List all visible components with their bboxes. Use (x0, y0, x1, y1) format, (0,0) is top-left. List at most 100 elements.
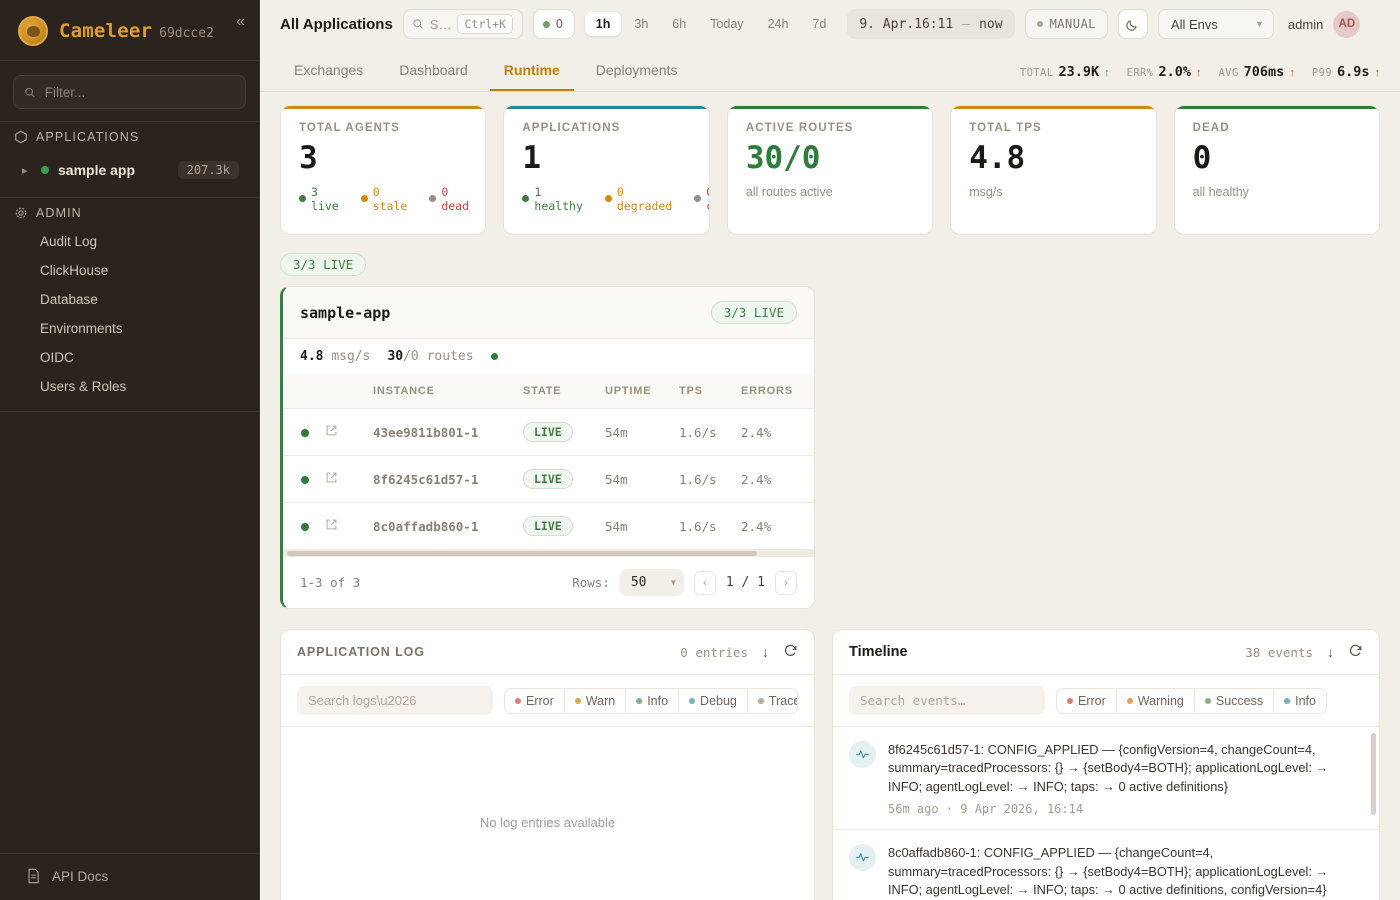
chevron-right-icon[interactable]: ▸ (22, 164, 28, 177)
timeline-search[interactable] (849, 686, 1045, 715)
refresh-icon[interactable] (783, 643, 798, 661)
col-uptime[interactable]: UPTIME (599, 374, 673, 409)
sidebar-filter-input[interactable] (44, 84, 235, 100)
log-level-warn[interactable]: Warn (565, 688, 627, 713)
col-state[interactable]: STATE (517, 374, 599, 409)
instances-table: INSTANCE STATE UPTIME TPS ERRORS H (283, 374, 814, 550)
environment-select[interactable]: All Envs ▼ (1157, 9, 1274, 39)
metric-p99: P99 6.9s ↑ (1312, 64, 1380, 80)
list-item[interactable]: 8c0affadb860-1: CONFIG_APPLIED — {change… (833, 830, 1379, 900)
range-today[interactable]: Today (699, 12, 754, 36)
external-link-icon[interactable] (325, 424, 338, 437)
sidebar-item-audit-log[interactable]: Audit Log (40, 234, 98, 249)
timeline-search-input[interactable] (860, 693, 1034, 708)
log-level-debug[interactable]: Debug (679, 688, 748, 713)
legend-text: criti (706, 199, 709, 213)
theme-toggle-button[interactable] (1117, 9, 1148, 39)
metric-total-label: TOTAL (1019, 67, 1054, 79)
search-icon (25, 87, 35, 97)
cell-tps: 1.6/s (673, 502, 735, 550)
brand[interactable]: Cameleer 69dcce2 « (0, 0, 259, 60)
log-level-trace[interactable]: Trace (748, 689, 797, 713)
kpi-value: 3 (299, 140, 318, 176)
application-log-filters: Error Warn Info Debug Trace (281, 675, 814, 727)
kpi-subtitle: msg/s (969, 185, 1003, 200)
kpi-accent-bar (504, 106, 709, 109)
global-search[interactable]: S… Ctrl+K (402, 9, 523, 39)
sidebar-item-users-roles[interactable]: Users & Roles (40, 379, 127, 394)
range-7d[interactable]: 7d (801, 12, 837, 36)
absolute-time-range[interactable]: 9. Apr.16:11 – now (847, 9, 1015, 39)
range-from: 9. Apr.16:11 (859, 16, 954, 32)
table-horizontal-scrollbar[interactable] (283, 550, 814, 557)
refresh-mode-button[interactable]: MANUAL (1024, 9, 1108, 39)
timeline-events[interactable]: 8f6245c61d57-1: CONFIG_APPLIED — {config… (833, 727, 1379, 900)
table-row[interactable]: 8c0affadb860-1 LIVE 54m 1.6/s 2.4% 4 (283, 502, 814, 550)
application-name: sample-app (300, 303, 391, 322)
col-instance[interactable]: INSTANCE (367, 374, 517, 409)
tab-exchanges[interactable]: Exchanges (294, 62, 364, 78)
table-row[interactable]: 43ee9811b801-1 LIVE 54m 1.6/s 2.4% 1 (283, 408, 814, 456)
moon-icon (1126, 19, 1138, 31)
legend-num: 0 (706, 185, 709, 199)
divider (0, 411, 259, 412)
col-tps[interactable]: TPS (673, 374, 735, 409)
timeline-scrollbar[interactable] (1371, 733, 1376, 815)
chevron-double-left-icon[interactable]: « (236, 13, 245, 30)
timeline-level-info[interactable]: Info (1274, 689, 1326, 713)
range-separator: – (962, 16, 971, 32)
cell-state: LIVE (523, 516, 573, 536)
search-icon (413, 19, 423, 29)
arrow-down-icon[interactable]: ↓ (1327, 644, 1334, 660)
rows-per-page-value: 50 (630, 575, 647, 590)
sidebar-item-api-docs[interactable]: API Docs (0, 854, 259, 900)
col-errors[interactable]: ERRORS (735, 374, 814, 409)
application-status-dot (490, 353, 498, 360)
log-search-input[interactable] (308, 693, 482, 708)
sidebar-item-database[interactable]: Database (40, 292, 98, 307)
sidebar-item-oidc[interactable]: OIDC (40, 350, 74, 365)
tab-dashboard[interactable]: Dashboard (399, 62, 468, 78)
legend-num: 0 (372, 185, 380, 200)
log-search[interactable] (297, 686, 493, 715)
prev-page-button[interactable]: ‹ (693, 570, 716, 595)
arrow-down-icon[interactable]: ↓ (762, 644, 769, 660)
log-level-error[interactable]: Error (505, 688, 565, 713)
activity-icon (849, 844, 876, 872)
refresh-icon[interactable] (1348, 643, 1363, 661)
kpi-card-active-routes: ACTIVE ROUTES 30/0 all routes active (726, 105, 934, 235)
sidebar-item-sample-app[interactable]: ▸ sample app 207.3k (12, 155, 247, 185)
kpi-accent-bar (727, 106, 933, 109)
tab-deployments[interactable]: Deployments (595, 62, 678, 78)
status-dot (41, 166, 49, 174)
table-row[interactable]: 8f6245c61d57-1 LIVE 54m 1.6/s 2.4% 3 (283, 455, 814, 503)
time-range-group: 1h 3h 6h Today 24h 7d (584, 9, 838, 39)
instances-table-scroll[interactable]: INSTANCE STATE UPTIME TPS ERRORS H (283, 374, 814, 550)
rows-per-page-select[interactable]: 50 ▼ (619, 569, 684, 596)
range-3h[interactable]: 3h (623, 12, 659, 36)
log-level-info[interactable]: Info (626, 688, 680, 713)
avatar[interactable]: AD (1333, 10, 1361, 38)
log-level-filters: Error Warn Info Debug Trace (504, 687, 798, 714)
global-search-placeholder: S… (429, 16, 452, 32)
sidebar-item-clickhouse[interactable]: ClickHouse (40, 263, 109, 278)
application-tps: 4.8 msg/s (300, 349, 371, 364)
external-link-icon[interactable] (325, 471, 338, 484)
divider (0, 197, 259, 198)
application-log-header: APPLICATION LOG 0 entries ↓ (281, 630, 814, 675)
tab-runtime[interactable]: Runtime (489, 53, 574, 91)
timeline-level-success[interactable]: Success (1195, 688, 1275, 713)
sidebar-item-environments[interactable]: Environments (40, 321, 123, 336)
external-link-icon[interactable] (325, 518, 338, 531)
list-item[interactable]: 8f6245c61d57-1: CONFIG_APPLIED — {config… (833, 727, 1379, 831)
timeline-level-error[interactable]: Error (1057, 688, 1117, 713)
timeline-level-warning[interactable]: Warning (1117, 688, 1195, 713)
range-6h[interactable]: 6h (661, 12, 697, 36)
connection-status-pill[interactable]: O (532, 9, 575, 39)
next-page-button[interactable]: › (775, 570, 797, 595)
kpi-card-total-agents: TOTAL AGENTS 3 3 live 0 stale 0 dead (280, 105, 487, 235)
status-dot (542, 20, 550, 28)
range-24h[interactable]: 24h (757, 12, 800, 36)
kpi-cards: TOTAL AGENTS 3 3 live 0 stale 0 dead APPLIC… (280, 105, 1381, 235)
range-1h[interactable]: 1h (584, 12, 622, 36)
